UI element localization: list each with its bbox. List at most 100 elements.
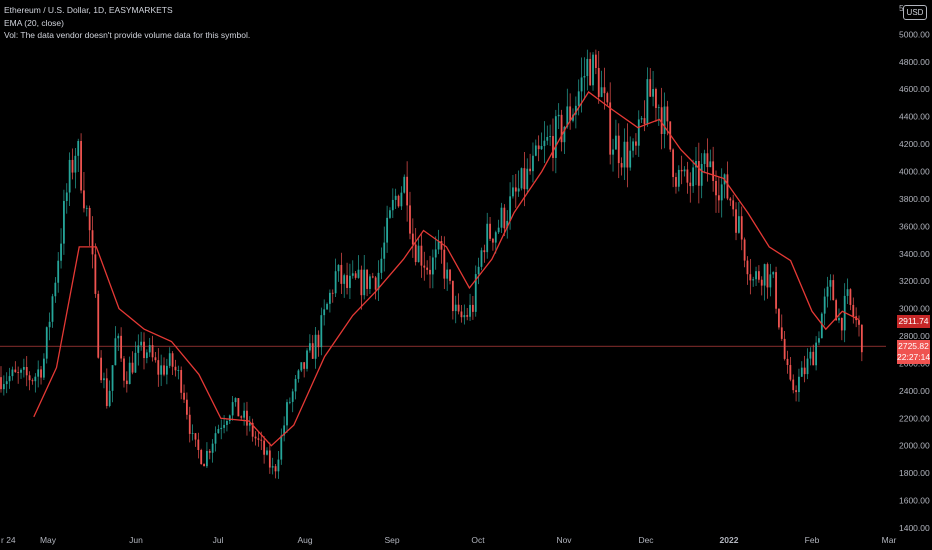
candle-body — [623, 141, 626, 168]
candle — [577, 79, 580, 116]
candle-body — [157, 360, 160, 375]
candle-body — [666, 106, 669, 122]
price-axis-label: 3800.00 — [899, 194, 930, 204]
candle-body — [371, 276, 374, 278]
candle-body — [277, 459, 280, 472]
candle-body — [334, 271, 337, 294]
candle-body — [140, 341, 143, 346]
price-axis-label: 3200.00 — [899, 276, 930, 286]
candle — [597, 51, 600, 104]
candle-body — [860, 324, 863, 353]
time-axis-label: Nov — [556, 535, 572, 545]
candle — [466, 308, 469, 321]
candle-body — [266, 450, 268, 455]
candle — [346, 262, 348, 295]
candle — [80, 133, 82, 194]
symbol-title[interactable]: Ethereum / U.S. Dollar, 1D, EASYMARKETS — [4, 5, 173, 15]
candle — [589, 52, 592, 86]
candle — [357, 255, 360, 279]
candle-body — [105, 378, 108, 406]
candle-body — [220, 427, 223, 430]
candle-body — [735, 209, 737, 233]
price-axis[interactable]: 1400.00 1600.00 1800.00 2000.00 2200.00 2400.… — [899, 3, 930, 533]
candle — [248, 416, 251, 432]
candle — [606, 91, 609, 107]
currency-badge[interactable]: USD — [903, 5, 927, 20]
chart-legend: Ethereum / U.S. Dollar, 1D, EASYMARKETS … — [4, 4, 250, 42]
candle-body — [729, 198, 732, 201]
candle-body — [457, 304, 460, 312]
candle-body — [231, 402, 234, 416]
candle — [85, 205, 88, 217]
candle-body — [500, 207, 503, 228]
candle — [637, 110, 640, 157]
candle — [546, 125, 549, 146]
time-axis[interactable]: r 24 May Jun Jul Aug Sep Oct Nov Dec 2022 Feb Mar — [1, 535, 896, 545]
candle-body — [506, 220, 509, 229]
time-axis-label: Dec — [638, 535, 654, 545]
candle — [371, 272, 374, 279]
ema-price-tag: 2911.74 — [897, 315, 930, 328]
candle-body — [798, 376, 800, 393]
volume-indicator-label[interactable]: Vol: The data vendor doesn't provide vol… — [4, 30, 251, 40]
candle — [557, 103, 560, 129]
candle-body — [660, 107, 663, 134]
candle — [200, 448, 203, 465]
candle-body — [697, 161, 700, 186]
candle-body — [649, 79, 652, 97]
candle-body — [852, 304, 855, 317]
candle — [592, 52, 594, 91]
candle — [117, 333, 120, 351]
candle-body — [297, 370, 300, 379]
candle-body — [223, 424, 225, 428]
candle-body — [191, 433, 194, 434]
candle-body — [640, 118, 643, 120]
candle — [308, 334, 311, 353]
candle — [772, 271, 775, 279]
candle — [692, 159, 695, 193]
candle — [700, 153, 703, 199]
candle — [45, 326, 48, 364]
candle-body — [228, 415, 231, 422]
candle-body — [580, 77, 583, 92]
price-axis-label: 2200.00 — [899, 413, 930, 423]
candle — [386, 205, 388, 253]
candle-body — [145, 352, 148, 359]
candle-body — [343, 275, 346, 284]
candle-body — [320, 315, 323, 348]
candle — [543, 121, 546, 163]
candle-body — [858, 320, 860, 325]
candle — [394, 188, 397, 209]
candle-body — [443, 249, 446, 279]
candle — [503, 204, 506, 237]
candle-body — [143, 341, 145, 359]
candle — [431, 249, 434, 289]
candle — [294, 374, 297, 400]
candle — [477, 257, 480, 285]
price-axis-label: 2000.00 — [899, 441, 930, 451]
price-axis-label: 2400.00 — [899, 386, 930, 396]
candle-body — [838, 317, 840, 321]
candle — [497, 219, 500, 234]
candle — [217, 424, 220, 434]
candle-body — [180, 370, 183, 393]
ema-indicator-label[interactable]: EMA (20, close) — [4, 17, 64, 28]
candle-body — [483, 250, 486, 253]
candle-body — [351, 273, 354, 276]
candle — [655, 87, 657, 122]
candle — [603, 67, 606, 110]
candle — [137, 334, 140, 366]
candle — [2, 375, 5, 396]
candle-body — [655, 89, 657, 108]
candle — [366, 269, 368, 297]
candle — [520, 167, 523, 191]
candle-body — [832, 280, 835, 301]
candle — [71, 148, 74, 180]
candle — [583, 57, 586, 100]
candle-body — [257, 438, 260, 440]
candle-body — [780, 327, 783, 339]
candle — [540, 132, 543, 151]
candle — [778, 308, 780, 330]
candle-body — [746, 260, 749, 275]
